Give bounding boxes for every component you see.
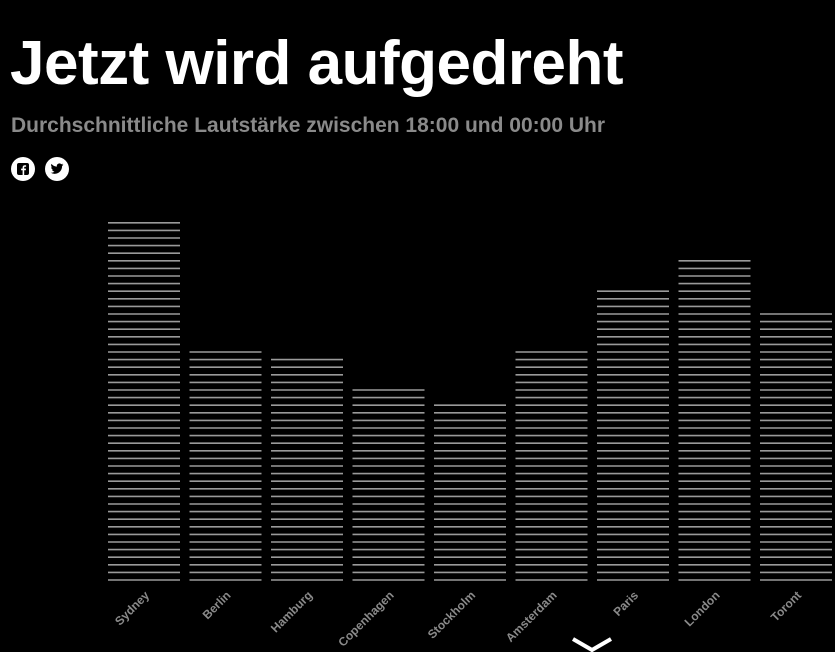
- twitter-share-button[interactable]: [45, 157, 69, 181]
- x-tick-label: Toront: [768, 588, 804, 624]
- bar-amsterdam: [515, 351, 588, 581]
- bar-sydney: [108, 222, 180, 581]
- x-tick-label: Hamburg: [268, 588, 315, 635]
- x-tick-label: Berlin: [200, 588, 234, 622]
- page-subtitle: Durchschnittliche Lautstärke zwischen 18…: [11, 114, 606, 137]
- share-bar: [11, 157, 69, 181]
- x-tick-label: Stockholm: [425, 588, 478, 641]
- bar-hamburg: [271, 358, 343, 581]
- x-tick-label: London: [682, 588, 723, 629]
- facebook-share-button[interactable]: [11, 157, 35, 181]
- bar-copenhagen: [352, 389, 425, 581]
- bar-paris: [597, 290, 669, 581]
- facebook-icon: [17, 163, 29, 175]
- x-tick-label: Copenhagen: [335, 588, 396, 649]
- twitter-icon: [50, 163, 64, 174]
- page-title: Jetzt wird aufgedreht: [10, 29, 624, 98]
- bar-toront: [760, 313, 832, 581]
- bar-berlin: [189, 351, 262, 581]
- bar-london: [678, 259, 751, 581]
- chevron-down-icon[interactable]: [570, 636, 614, 652]
- x-tick-label: Amsterdam: [503, 588, 560, 645]
- x-tick-label: Paris: [610, 588, 641, 619]
- x-tick-label: Sydney: [112, 588, 152, 628]
- bar-stockholm: [434, 404, 506, 581]
